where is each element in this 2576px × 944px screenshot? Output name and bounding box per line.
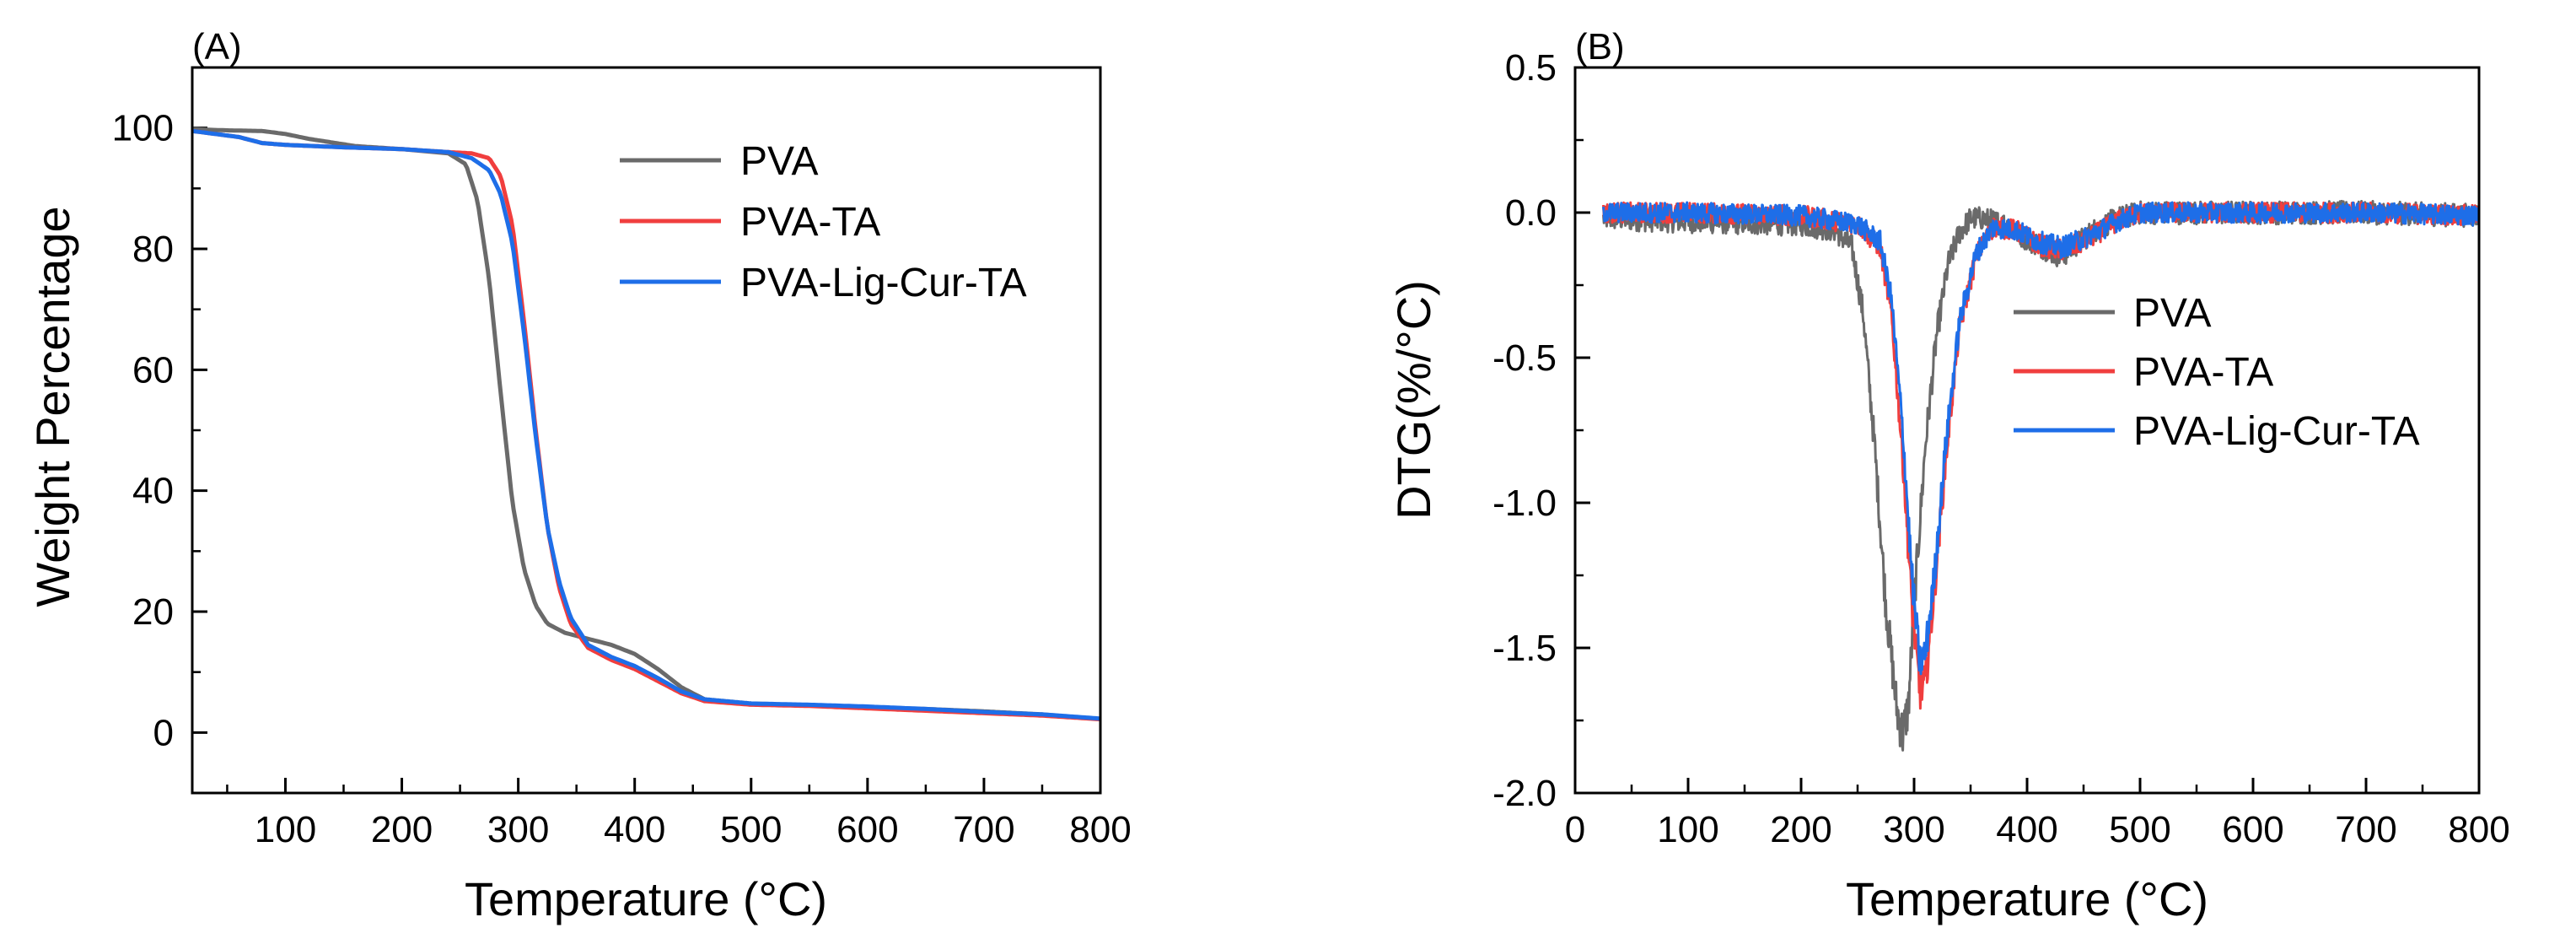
panel-b-x-axis-title: Temperature (°C) <box>1846 872 2208 925</box>
x-tick-label: 500 <box>720 809 782 850</box>
y-tick-label: 0 <box>153 712 174 753</box>
panel-b-y-axis-title: DTG(%/°C) <box>1387 280 1440 520</box>
panel-a-ticks: 100 200 300 400 500 600 700 800 0 20 40 60 80 100 <box>112 66 1132 850</box>
y-tick-label: 0.5 <box>1505 47 1557 89</box>
series-line-pva-lig-cur-ta <box>191 128 1101 721</box>
panel-b: (B) Temperature (°C) DTG(%/°C) 0 100 200 30… <box>1387 26 2510 925</box>
x-tick-label: 600 <box>836 809 898 850</box>
y-tick-label: 60 <box>132 349 174 391</box>
x-tick-label: 800 <box>2448 809 2509 850</box>
y-tick-label: -1.0 <box>1492 483 1557 524</box>
y-tick-label: 20 <box>132 591 174 633</box>
x-tick-label: 100 <box>1657 809 1718 850</box>
legend-a-label-pva-ta: PVA-TA <box>740 200 880 245</box>
legend-b-label-pva-ta: PVA-TA <box>2133 350 2273 395</box>
panel-b-frame <box>1573 66 2481 795</box>
x-tick-label: 500 <box>2109 809 2170 850</box>
y-tick-label: 100 <box>112 108 174 149</box>
panel-b-legend: PVA PVA-TA PVA-Lig-Cur-TA <box>2014 291 2420 454</box>
legend-a-label-pva: PVA <box>740 139 818 184</box>
x-tick-label: 700 <box>953 809 1014 850</box>
y-tick-label: -0.5 <box>1492 337 1557 379</box>
legend-a-label-pva-lig-cur-ta: PVA-Lig-Cur-TA <box>740 261 1027 305</box>
panel-a-legend: PVA PVA-TA PVA-Lig-Cur-TA <box>620 139 1027 305</box>
panel-a-series <box>191 127 1101 722</box>
panel-a-y-axis-title: Weight Percentage <box>26 206 79 607</box>
x-tick-label: 400 <box>1996 809 2057 850</box>
x-tick-label: 200 <box>1770 809 1831 850</box>
x-tick-label: 300 <box>1883 809 1944 850</box>
panel-a-x-axis-title: Temperature (°C) <box>465 872 827 925</box>
panel-a: (A) Temperature (°C) Weight Percentage 1… <box>26 26 1132 925</box>
x-tick-label: 700 <box>2335 809 2396 850</box>
x-tick-label: 400 <box>604 809 665 850</box>
y-tick-label: 40 <box>132 471 174 512</box>
x-tick-label: 200 <box>371 809 433 850</box>
y-tick-label: -2.0 <box>1492 773 1557 814</box>
x-tick-label: 100 <box>255 809 316 850</box>
y-tick-label: 80 <box>132 229 174 270</box>
y-tick-label: 0.0 <box>1505 192 1557 234</box>
panel-a-label: (A) <box>192 26 242 67</box>
series-line-pva-lig-cur-ta <box>1602 201 2481 676</box>
legend-b-label-pva: PVA <box>2133 291 2211 336</box>
x-tick-label: 300 <box>487 809 549 850</box>
x-tick-label: 800 <box>1069 809 1131 850</box>
panel-a-frame <box>191 66 1102 795</box>
legend-b-label-pva-lig-cur-ta: PVA-Lig-Cur-TA <box>2133 409 2420 454</box>
panel-b-label: (B) <box>1575 26 1625 67</box>
y-tick-label: -1.5 <box>1492 628 1557 669</box>
panel-b-series <box>1602 199 2481 752</box>
x-tick-label: 0 <box>1565 809 1585 850</box>
x-tick-label: 600 <box>2222 809 2283 850</box>
